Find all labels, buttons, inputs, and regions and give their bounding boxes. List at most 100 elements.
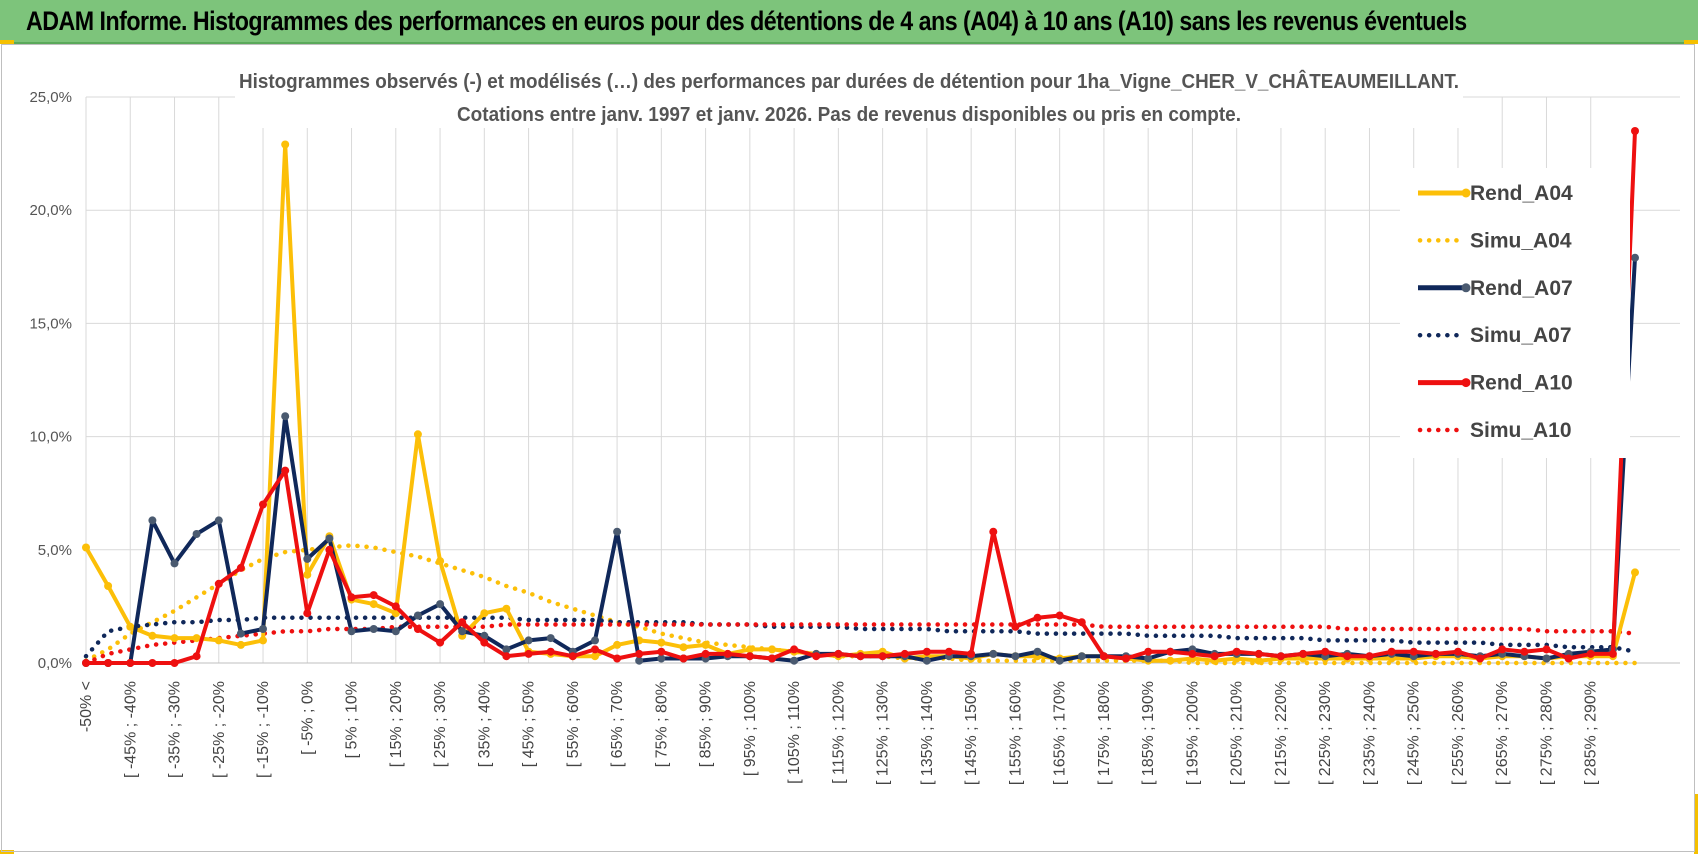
data-point	[1299, 649, 1308, 658]
data-point	[325, 545, 334, 554]
x-tick-label: [ 235% ; 240%	[1361, 681, 1378, 785]
x-tick-label: [ -15% ; -10%	[255, 681, 272, 778]
data-point	[745, 645, 754, 654]
series-line-Simu_A10	[83, 622, 1638, 666]
data-point	[701, 640, 710, 649]
data-point	[657, 647, 666, 656]
data-point	[148, 631, 157, 640]
data-point	[436, 638, 445, 647]
data-point	[591, 636, 599, 645]
data-point	[325, 534, 334, 543]
data-point	[546, 647, 555, 656]
x-tick-label: [ -35% ; -30%	[167, 681, 184, 778]
chart-frame	[1, 44, 1695, 852]
data-point	[1011, 622, 1020, 631]
data-point	[104, 582, 113, 590]
data-point	[989, 527, 998, 536]
legend-label: Rend_A04	[1470, 182, 1573, 205]
x-tick-label: [ 65% ; 70%	[609, 681, 626, 767]
data-point	[1122, 654, 1130, 663]
x-tick-label: [ 205% ; 210%	[1229, 681, 1246, 785]
y-tick-label: 15,0%	[29, 315, 72, 332]
data-point	[1520, 647, 1529, 656]
data-point	[613, 640, 622, 649]
data-point	[170, 559, 179, 568]
data-point	[1387, 647, 1396, 656]
x-tick-label: [ 95% ; 100%	[742, 681, 759, 776]
data-point	[347, 593, 356, 602]
data-point	[1055, 611, 1064, 620]
data-point	[900, 649, 909, 658]
data-point	[922, 647, 931, 656]
data-point	[347, 627, 356, 636]
data-point	[170, 659, 179, 667]
series-group	[82, 127, 1639, 667]
data-point	[391, 627, 400, 636]
data-point	[1188, 649, 1197, 658]
series-Rend_A10	[82, 127, 1639, 667]
data-point	[568, 652, 577, 661]
data-point	[369, 625, 378, 633]
data-point	[148, 516, 157, 525]
data-point	[170, 634, 179, 643]
x-tick-label: [ 225% ; 230%	[1317, 681, 1334, 785]
data-point	[104, 659, 113, 667]
x-tick-label: [ 85% ; 90%	[698, 681, 715, 767]
data-point	[922, 656, 931, 665]
data-point	[480, 631, 489, 640]
data-point	[236, 640, 245, 649]
data-point	[834, 649, 843, 658]
y-tick-label: 20,0%	[29, 202, 72, 219]
data-point	[1631, 127, 1639, 135]
data-point	[1077, 652, 1086, 661]
data-point	[281, 140, 290, 149]
corner-accent-top-right	[1684, 40, 1698, 44]
x-tick-label: [ 115% ; 120%	[830, 681, 847, 784]
data-point	[790, 645, 799, 654]
legend-background	[1400, 168, 1630, 458]
data-point	[458, 627, 467, 636]
legend-item-Rend_A10: Rend_A10	[1418, 372, 1573, 395]
x-tick-label: [ -5% ; 0%	[299, 681, 316, 755]
data-point	[1077, 618, 1086, 627]
header-banner: ADAM Informe. Histogrammes des performan…	[0, 0, 1698, 44]
series-line-Simu_A04	[83, 543, 1638, 666]
x-tick-label: [ 245% ; 250%	[1406, 681, 1423, 785]
data-point	[524, 649, 533, 658]
data-point	[413, 611, 422, 620]
data-point	[1409, 647, 1418, 656]
legend-item-Simu_A04: Simu_A04	[1417, 229, 1572, 252]
x-tick-label: [ 285% ; 290%	[1583, 681, 1600, 785]
y-tick-label: 5,0%	[38, 542, 72, 559]
x-tick-label: [ 35% ; 40%	[476, 681, 493, 767]
legend-label: Simu_A10	[1470, 419, 1572, 442]
x-tick-label: [ 255% ; 260%	[1450, 681, 1467, 785]
data-point	[878, 652, 887, 661]
data-point	[745, 652, 754, 661]
data-point	[723, 649, 732, 658]
data-point	[480, 609, 489, 618]
data-point	[1476, 654, 1485, 663]
data-point	[790, 656, 799, 665]
data-point	[502, 604, 511, 613]
x-tick-label: [ 125% ; 130%	[875, 681, 892, 785]
data-point	[768, 654, 776, 663]
chart-title-line1: Histogrammes observés (-) et modélisés (…	[239, 69, 1459, 93]
data-point	[480, 638, 489, 647]
corner-accent-bottom-left	[0, 850, 14, 854]
data-point	[1454, 647, 1462, 656]
data-point	[1431, 649, 1440, 658]
data-point	[1144, 647, 1153, 656]
data-point	[1166, 647, 1175, 656]
data-point	[967, 649, 976, 658]
data-point	[126, 659, 135, 667]
data-point	[768, 645, 776, 654]
x-tick-label: [ 135% ; 140%	[919, 681, 936, 785]
data-point	[502, 645, 511, 654]
legend-item-Simu_A07: Simu_A07	[1417, 324, 1572, 347]
legend-item-Rend_A04: Rend_A04	[1418, 182, 1573, 205]
data-point	[236, 563, 245, 572]
data-point	[1586, 649, 1595, 658]
legend-item-Simu_A10: Simu_A10	[1417, 419, 1572, 442]
data-point	[657, 654, 666, 663]
